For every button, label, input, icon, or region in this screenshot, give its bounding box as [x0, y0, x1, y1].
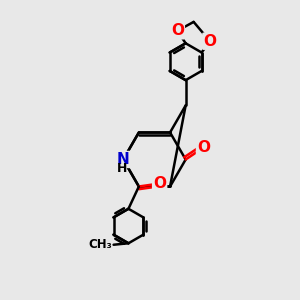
- Text: O: O: [203, 34, 216, 49]
- Text: O: O: [153, 176, 166, 191]
- Text: N: N: [117, 152, 130, 167]
- Text: H: H: [117, 162, 127, 175]
- Text: CH₃: CH₃: [88, 238, 112, 251]
- Text: O: O: [197, 140, 210, 155]
- Text: O: O: [171, 23, 184, 38]
